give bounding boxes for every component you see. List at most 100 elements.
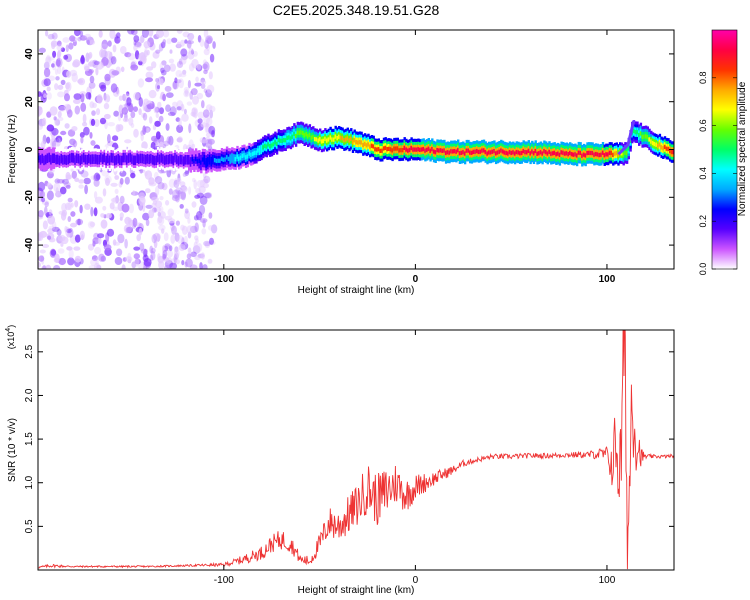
noise-blob	[165, 92, 174, 98]
ridge-cell	[491, 149, 494, 154]
noise-blob	[175, 220, 180, 226]
ridge-cell	[269, 144, 272, 149]
ridge-cell	[617, 152, 620, 157]
noise-blob	[55, 135, 63, 143]
noise-blob	[145, 188, 151, 194]
noise-blob	[151, 234, 157, 244]
ridge-cell	[329, 135, 332, 140]
ridge-cell	[332, 137, 336, 142]
noise-blob	[120, 66, 125, 73]
ridge-cell	[265, 144, 268, 149]
noise-blob	[189, 90, 193, 100]
noise-blob	[79, 30, 84, 37]
ridge-cell	[408, 147, 412, 153]
ridge-cell	[75, 156, 79, 161]
noise-blob	[169, 63, 176, 72]
ridge-cell	[243, 153, 246, 158]
noise-blob	[210, 130, 215, 138]
noise-blob	[161, 60, 167, 66]
noise-blob	[51, 32, 58, 40]
ridge-cell	[172, 158, 175, 163]
ridge-cell	[338, 134, 341, 139]
ridge-cell	[362, 142, 365, 148]
noise-blob	[53, 137, 60, 143]
ridge-cell	[325, 138, 329, 143]
noise-blob	[71, 126, 78, 132]
ridge-cell	[88, 156, 91, 161]
noise-blob	[97, 236, 102, 245]
noise-blob	[148, 89, 157, 99]
noise-blob	[181, 113, 189, 122]
noise-blob	[124, 139, 132, 144]
noise-blob	[205, 132, 212, 138]
noise-blob	[192, 177, 196, 183]
ridge-cell	[575, 153, 579, 158]
ridge-cell	[639, 131, 643, 136]
noise-blob	[155, 82, 161, 92]
noise-blob	[205, 192, 213, 199]
noise-blob	[50, 140, 54, 150]
ridge-cell	[246, 154, 249, 159]
noise-blob	[205, 35, 213, 44]
ridge-cell	[108, 158, 112, 163]
snr-axes: -100 0 100 0.5 1.0 1.5 2.0 2.5	[24, 330, 674, 586]
ridge-cell	[638, 133, 641, 138]
ridge-cell	[122, 155, 125, 160]
noise-blob	[193, 241, 198, 249]
ridge-cell	[665, 146, 668, 151]
noise-blob	[188, 47, 194, 55]
noise-blob	[125, 226, 132, 234]
noise-blob	[114, 36, 121, 44]
ridge-cell	[494, 151, 498, 156]
ridge-cell	[389, 147, 393, 152]
noise-blob	[208, 212, 213, 219]
ridge-cell	[158, 157, 162, 162]
noise-blob	[194, 82, 202, 87]
noise-blob	[140, 131, 144, 142]
noise-blob	[187, 32, 195, 41]
noise-blob	[179, 204, 184, 209]
noise-blob	[66, 228, 72, 234]
noise-blob	[96, 94, 103, 104]
ridge-cell	[198, 158, 201, 163]
ridge-cell	[538, 151, 541, 156]
colorbar-tick-label: 0.0	[698, 263, 708, 276]
ridge-cell	[341, 136, 344, 141]
noise-blob	[42, 220, 49, 230]
noise-blob	[100, 213, 105, 218]
noise-blob	[132, 190, 136, 196]
noise-blob	[157, 101, 162, 109]
noise-blob	[182, 172, 187, 177]
noise-blob	[209, 53, 215, 63]
ridge-cell	[336, 136, 339, 141]
spectrogram-panel: -100 0 100 -40 -20 0 20 40 Height of straight l…	[7, 29, 675, 296]
ridge-cell	[555, 152, 558, 157]
ridge-cell	[431, 147, 434, 152]
noise-blob	[44, 201, 49, 208]
noise-blob	[74, 177, 80, 182]
ridge-cell	[320, 139, 324, 144]
ridge-cell	[532, 151, 536, 156]
noise-blob	[150, 247, 156, 254]
ridge-cell	[110, 155, 113, 160]
ridge-cell	[515, 149, 518, 155]
noise-blob	[93, 191, 98, 199]
noise-blob	[63, 103, 71, 111]
ridge-cell	[513, 151, 517, 156]
noise-blob	[41, 265, 47, 269]
ridge-cell	[77, 156, 81, 161]
noise-blob	[103, 102, 110, 110]
noise-blob	[199, 179, 205, 188]
ridge-cell	[353, 138, 356, 143]
ridge-cell	[251, 151, 255, 157]
ridge-cell	[572, 152, 575, 157]
noise-blob	[89, 101, 95, 109]
noise-blob	[175, 79, 182, 84]
ridge-cell	[508, 150, 512, 155]
noise-blob	[203, 48, 210, 56]
noise-blob	[56, 40, 62, 47]
noise-blob	[155, 49, 161, 54]
ridge-cell	[127, 155, 131, 161]
noise-blob	[94, 119, 100, 127]
noise-blob	[40, 140, 46, 150]
